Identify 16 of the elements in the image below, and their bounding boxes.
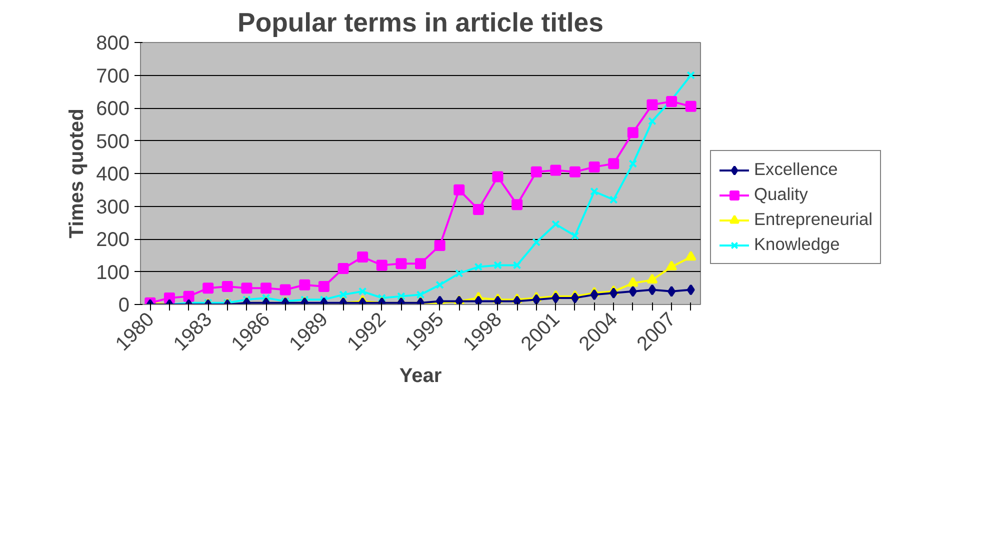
y-tick-label: 0: [118, 294, 130, 316]
y-axis-title: Times quoted: [66, 108, 88, 238]
y-tick-label: 800: [96, 32, 130, 54]
legend-label: Excellence: [754, 159, 838, 180]
x-axis-title: Year: [399, 364, 442, 387]
chart-title: Popular terms in article titles: [238, 8, 604, 38]
y-tick-label: 700: [96, 65, 130, 88]
y-tick-label: 100: [96, 262, 130, 284]
legend-label: Quality: [754, 184, 808, 205]
legend-label: Entrepreneurial: [754, 209, 872, 230]
y-tick-label: 200: [96, 229, 130, 251]
y-tick-label: 500: [96, 130, 130, 153]
legend-label: Knowledge: [754, 234, 840, 255]
y-tick-label: 300: [96, 196, 130, 218]
y-tick-label: 600: [96, 98, 130, 120]
y-tick-label: 400: [96, 164, 130, 186]
